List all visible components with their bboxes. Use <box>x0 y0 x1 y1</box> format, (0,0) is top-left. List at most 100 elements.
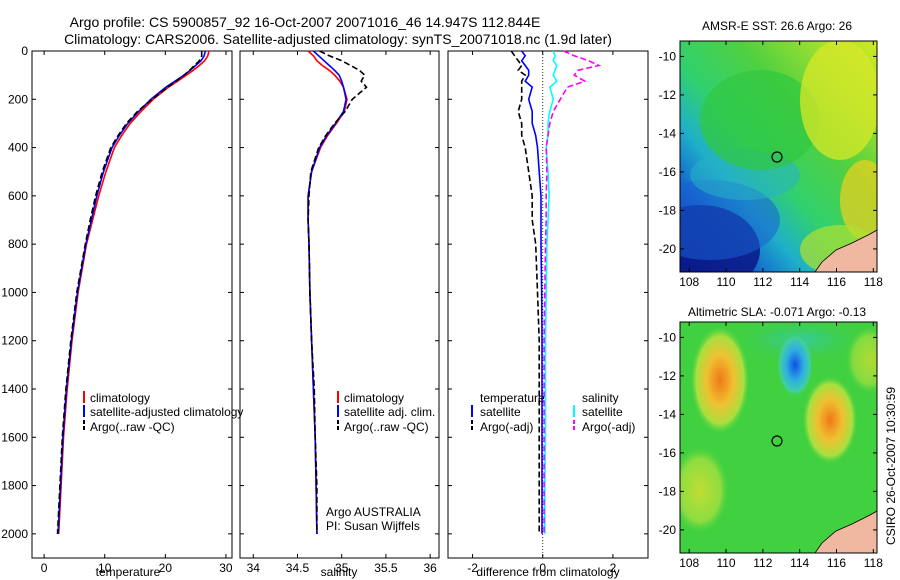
annotation-pi: PI: Susan Wijffels <box>326 519 420 533</box>
salinity-legend: climatology satellite adj. clim. Argo(..… <box>337 391 435 434</box>
sla-heatmap-field <box>680 322 877 553</box>
salinity-series <box>307 50 368 534</box>
x-tick-label: 10 <box>98 561 112 575</box>
legend-label-climatology: climatology <box>90 391 150 405</box>
x-tick-label: 116 <box>827 556 846 570</box>
y-tick-label: -16 <box>659 165 677 179</box>
difference-x-label: difference from climatology <box>476 565 619 579</box>
y-tick-label: -18 <box>659 484 677 498</box>
series-line-temperature-satellite <box>520 50 543 534</box>
series-line-satellite-adjusted-climatology <box>57 50 207 534</box>
temperature-legend: climatology satellite-adjusted climatolo… <box>83 391 243 434</box>
series-line-temperature-argo-adj <box>510 50 541 534</box>
series-line-argo-raw-qc <box>307 50 368 534</box>
y-tick-label: -16 <box>659 446 677 460</box>
sst-heatmap-field <box>680 41 877 272</box>
y-tick-label: -20 <box>659 523 677 537</box>
annotation-argo-australia: Argo AUSTRALIA <box>326 505 421 519</box>
y-tick-label: 1600 <box>1 430 28 444</box>
legend-label-argo: Argo(..raw -QC) <box>344 420 429 434</box>
salinity-x-ticks: 34 34.5 35 35.5 36 <box>247 51 437 575</box>
temperature-series <box>56 50 210 534</box>
legend-title-salinity: salinity <box>582 391 619 405</box>
x-tick-label: -2 <box>467 561 478 575</box>
sla-map-frame <box>679 321 878 554</box>
sla-map-ticks: 108 110 112 114 116 118 -10 -12 -14 -16 -18 -20 <box>659 322 883 570</box>
difference-axes-frame <box>447 50 649 559</box>
legend-label-argo: Argo(..raw -QC) <box>90 420 175 434</box>
sst-map-ticks: 108 110 112 114 116 118 -10 -12 -14 -16 -18 -20 <box>659 41 883 289</box>
temperature-axes-frame <box>31 50 233 559</box>
sst-map-frame <box>679 40 878 273</box>
sla-argo-marker <box>771 435 783 447</box>
sst-map-panel: AMSR-E SST: 26.6 Argo: 26 108 110 112 114 11… <box>659 19 884 289</box>
series-line-salinity-argo-adj <box>543 50 602 534</box>
temperature-x-ticks: 0 10 20 30 <box>41 51 233 575</box>
difference-series <box>510 50 602 534</box>
legend-label-temp-argo: Argo(-adj) <box>480 420 533 434</box>
difference-x-ticks: -2 0 2 <box>467 51 617 575</box>
x-tick-label: 114 <box>790 275 809 289</box>
sla-map-panel: Altimetric SLA: -0.071 Argo: -0.13 108 11… <box>659 305 884 570</box>
y-tick-label: -10 <box>659 330 677 344</box>
x-tick-label: 0 <box>41 561 48 575</box>
salinity-x-label: salinity <box>321 565 358 579</box>
y-tick-label: 200 <box>8 92 28 106</box>
difference-panel: -2 0 2 difference from climatology tempera… <box>447 50 649 579</box>
legend-label-sal-argo: Argo(-adj) <box>582 420 635 434</box>
legend-label-satellite-adjusted: satellite-adjusted climatology <box>90 405 243 419</box>
difference-legend: temperature satellite Argo(-adj) salinit… <box>471 391 635 434</box>
x-tick-label: 118 <box>864 275 883 289</box>
x-tick-label: 20 <box>159 561 173 575</box>
y-tick-label: -12 <box>659 369 677 383</box>
legend-label-temp-satellite: satellite <box>480 405 521 419</box>
legend-label-sal-satellite: satellite <box>582 405 623 419</box>
x-tick-label: 116 <box>827 275 846 289</box>
y-tick-label: 600 <box>8 189 28 203</box>
y-tick-label: 800 <box>8 237 28 251</box>
x-tick-label: 34 <box>247 561 261 575</box>
x-tick-label: 36 <box>423 561 437 575</box>
y-tick-label: 1400 <box>1 382 28 396</box>
figure-title-line1: Argo profile: CS 5900857_92 16-Oct-2007 … <box>70 14 541 30</box>
x-tick-label: 2 <box>610 561 617 575</box>
x-tick-label: 108 <box>679 556 699 570</box>
salinity-y-ticks <box>240 50 439 535</box>
coastline <box>814 229 877 272</box>
y-tick-label: 0 <box>21 44 28 58</box>
y-tick-label: -12 <box>659 88 677 102</box>
y-tick-label: -20 <box>659 242 677 256</box>
x-tick-label: 112 <box>753 556 772 570</box>
sst-map-title: AMSR-E SST: 26.6 Argo: 26 <box>702 19 852 33</box>
y-tick-label: -18 <box>659 203 677 217</box>
temperature-y-ticks: 0 200 400 600 800 1000 1200 1400 1600 1800 2000 <box>1 44 232 541</box>
y-tick-label: 1800 <box>1 479 28 493</box>
y-tick-label: 1200 <box>1 334 28 348</box>
series-line-climatology <box>307 50 348 534</box>
legend-title-temperature: temperature <box>480 391 545 405</box>
x-tick-label: 30 <box>219 561 233 575</box>
x-tick-label: 110 <box>716 556 735 570</box>
series-line-salinity-satellite <box>543 50 558 534</box>
x-tick-label: 114 <box>790 556 809 570</box>
salinity-axes-frame <box>239 50 440 559</box>
side-timestamp-label: CSIRO 26-Oct-2007 10:30:59 <box>884 387 898 545</box>
x-tick-label: 0 <box>539 561 546 575</box>
difference-y-ticks <box>448 50 648 535</box>
sla-map-title: Altimetric SLA: -0.071 Argo: -0.13 <box>688 305 866 319</box>
legend-label-climatology: climatology <box>344 391 404 405</box>
x-tick-label: 35 <box>335 561 349 575</box>
y-tick-label: 1000 <box>1 285 28 299</box>
y-tick-label: -14 <box>659 407 677 421</box>
x-tick-label: 34.5 <box>286 561 310 575</box>
x-tick-label: 108 <box>679 275 699 289</box>
x-tick-label: 118 <box>864 556 883 570</box>
x-tick-label: 110 <box>716 275 735 289</box>
temperature-x-label: temperature <box>96 565 161 579</box>
series-line-argo-raw-qc <box>56 51 203 534</box>
sst-argo-marker <box>771 151 783 163</box>
x-tick-label: 112 <box>753 275 772 289</box>
legend-label-satellite-adj: satellite adj. clim. <box>344 405 435 419</box>
salinity-panel: 34 34.5 35 35.5 36 salinity climatology sate… <box>239 50 440 579</box>
